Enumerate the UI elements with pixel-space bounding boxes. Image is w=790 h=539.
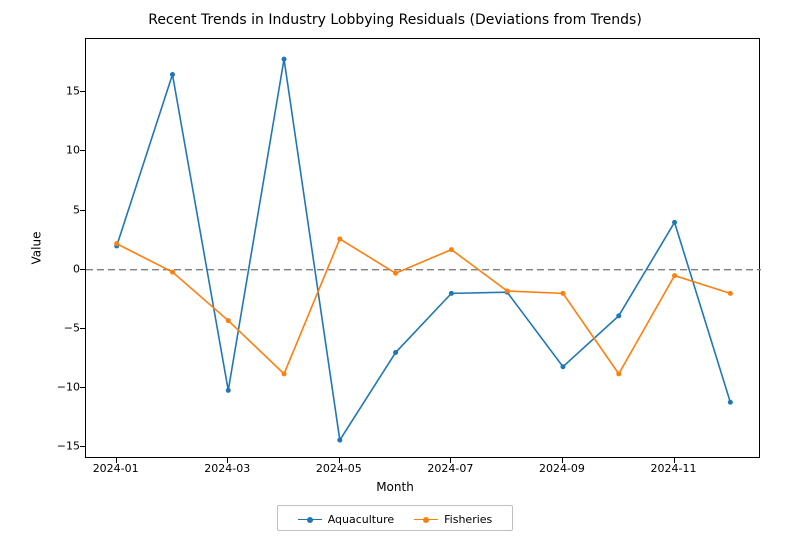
x-tick-label: 2024-05 bbox=[316, 462, 362, 475]
plot-svg bbox=[86, 39, 761, 459]
y-tick-mark bbox=[80, 328, 85, 329]
series-marker-aquaculture bbox=[728, 400, 733, 405]
series-marker-aquaculture bbox=[170, 72, 175, 77]
y-tick-mark bbox=[80, 269, 85, 270]
y-tick-mark bbox=[80, 150, 85, 151]
series-marker-fisheries bbox=[728, 291, 733, 296]
series-marker-aquaculture bbox=[616, 313, 621, 318]
series-marker-aquaculture bbox=[226, 388, 231, 393]
y-axis-label: Value bbox=[29, 232, 43, 265]
series-marker-fisheries bbox=[282, 371, 287, 376]
y-tick-label: −10 bbox=[30, 381, 80, 394]
legend: Aquaculture Fisheries bbox=[0, 505, 790, 531]
series-marker-fisheries bbox=[672, 273, 677, 278]
x-tick-label: 2024-11 bbox=[651, 462, 697, 475]
legend-line-icon bbox=[414, 519, 438, 520]
series-marker-aquaculture bbox=[560, 364, 565, 369]
x-tick-mark bbox=[227, 458, 228, 463]
series-marker-fisheries bbox=[337, 236, 342, 241]
series-line-fisheries bbox=[117, 239, 731, 374]
legend-item-aquaculture: Aquaculture bbox=[298, 513, 394, 526]
series-marker-aquaculture bbox=[337, 438, 342, 443]
legend-box: Aquaculture Fisheries bbox=[277, 505, 514, 531]
y-tick-label: −5 bbox=[30, 321, 80, 334]
y-tick-mark bbox=[80, 210, 85, 211]
series-marker-fisheries bbox=[226, 318, 231, 323]
series-marker-fisheries bbox=[170, 270, 175, 275]
x-tick-mark bbox=[116, 458, 117, 463]
series-line-aquaculture bbox=[117, 59, 731, 440]
x-tick-mark bbox=[674, 458, 675, 463]
series-marker-aquaculture bbox=[282, 57, 287, 62]
x-tick-label: 2024-03 bbox=[204, 462, 250, 475]
y-tick-label: 0 bbox=[30, 262, 80, 275]
y-tick-label: 5 bbox=[30, 203, 80, 216]
legend-label: Fisheries bbox=[444, 513, 492, 526]
legend-label: Aquaculture bbox=[328, 513, 394, 526]
y-tick-mark bbox=[80, 387, 85, 388]
series-marker-fisheries bbox=[616, 371, 621, 376]
series-marker-fisheries bbox=[449, 247, 454, 252]
legend-marker-icon bbox=[423, 517, 429, 523]
y-tick-mark bbox=[80, 91, 85, 92]
plot-area bbox=[85, 38, 760, 458]
legend-item-fisheries: Fisheries bbox=[414, 513, 492, 526]
x-tick-label: 2024-01 bbox=[93, 462, 139, 475]
series-marker-fisheries bbox=[505, 289, 510, 294]
legend-marker-icon bbox=[307, 517, 313, 523]
series-marker-aquaculture bbox=[393, 350, 398, 355]
y-tick-label: 10 bbox=[30, 144, 80, 157]
x-tick-mark bbox=[450, 458, 451, 463]
legend-line-icon bbox=[298, 519, 322, 520]
series-marker-fisheries bbox=[114, 241, 119, 246]
chart-title: Recent Trends in Industry Lobbying Resid… bbox=[0, 12, 790, 28]
x-tick-label: 2024-07 bbox=[427, 462, 473, 475]
series-marker-fisheries bbox=[393, 271, 398, 276]
series-marker-aquaculture bbox=[449, 291, 454, 296]
x-tick-mark bbox=[562, 458, 563, 463]
y-tick-label: 15 bbox=[30, 85, 80, 98]
series-marker-fisheries bbox=[560, 291, 565, 296]
x-tick-mark bbox=[339, 458, 340, 463]
x-axis-label: Month bbox=[0, 480, 790, 494]
y-tick-label: −15 bbox=[30, 440, 80, 453]
y-tick-mark bbox=[80, 446, 85, 447]
series-marker-aquaculture bbox=[672, 220, 677, 225]
x-tick-label: 2024-09 bbox=[539, 462, 585, 475]
